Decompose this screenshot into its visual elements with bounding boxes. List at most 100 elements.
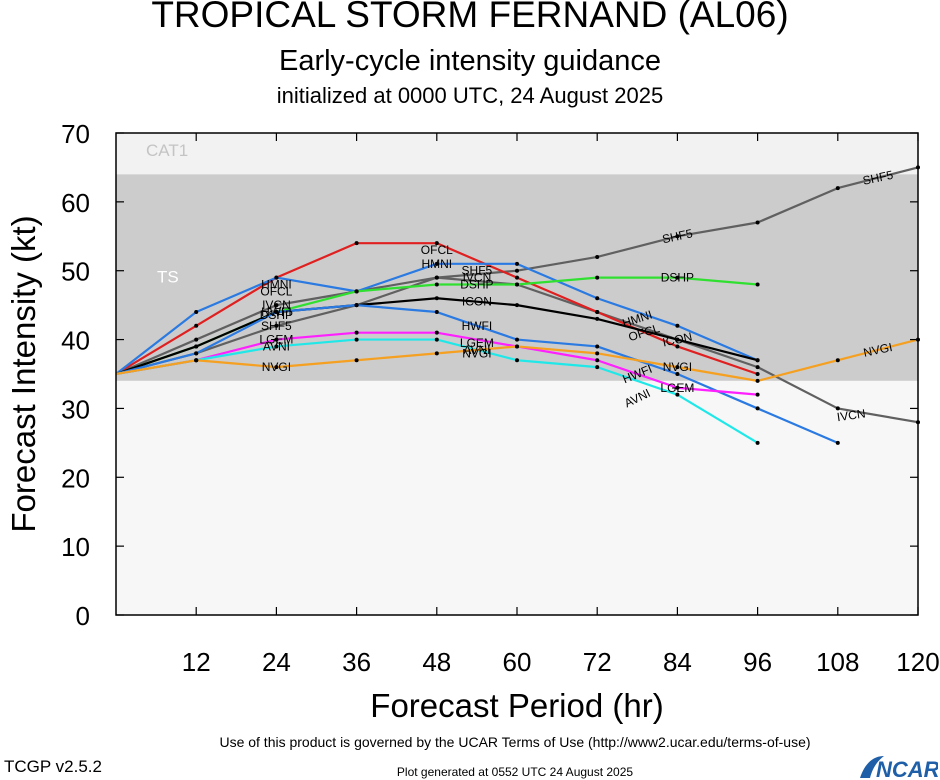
data-point [194,310,199,315]
data-point [755,406,760,411]
model-label: HWFI [261,305,292,319]
x-tick-label: 36 [342,647,371,677]
data-point [274,303,279,308]
data-point [515,261,519,266]
data-point [434,261,439,266]
data-point [755,220,760,225]
y-tick-label: 40 [61,326,90,356]
model-label: IVCN [836,406,866,424]
data-point [835,406,840,411]
model-label: SHF5 [462,264,493,278]
model-label: ICON [462,295,492,309]
model-label: LGEM [660,381,694,395]
data-point [434,310,439,315]
data-point [835,186,840,191]
model-label: SHF5 [261,319,292,333]
x-tick-label: 108 [816,647,859,677]
data-point [595,296,600,301]
data-point [835,440,840,445]
data-point [354,303,359,308]
generated-time: Plot generated at 0552 UTC 24 August 202… [396,765,634,779]
data-point [274,310,279,315]
data-point [274,365,279,370]
data-point [755,392,760,397]
x-tick-label: 12 [182,647,211,677]
x-tick-label: 72 [583,647,612,677]
data-point [755,365,760,370]
data-point [835,358,840,363]
model-label: NVGI [663,360,692,374]
data-point [675,365,680,370]
model-label: DSHP [661,271,694,285]
data-point [515,344,519,349]
ncar-swoosh-icon [860,756,884,778]
band-label: TS [157,267,179,286]
x-tick-label: 84 [663,647,692,677]
data-point [354,337,359,342]
data-point [595,310,600,315]
x-tick-label: 60 [503,647,532,677]
y-tick-label: 10 [61,532,90,562]
data-point [675,337,680,342]
model-label: LGEM [259,333,293,347]
data-point [434,330,439,335]
data-point [595,316,600,321]
data-point [595,344,600,349]
data-point [755,372,760,376]
data-point [755,378,760,383]
data-point [354,358,359,363]
init-time: initialized at 0000 UTC, 24 August 2025 [276,83,664,108]
data-point [755,440,760,445]
data-point [274,337,279,342]
data-point [194,344,199,349]
y-tick-label: 30 [61,394,90,424]
model-label: NVGI [862,340,894,360]
model-label: IVCN [262,298,291,312]
model-label: HWFI [462,319,493,333]
data-point [194,358,199,363]
x-axis-label: Forecast Period (hr) [370,687,663,724]
y-tick-label: 70 [61,119,90,149]
y-tick-label: 20 [61,463,90,493]
x-tick-label: 24 [262,647,291,677]
data-point [434,351,439,356]
model-label: OFCL [421,243,453,257]
model-label: AVNI [463,343,490,357]
x-tick-label: 120 [896,647,939,677]
band-label: CAT1 [146,141,188,160]
x-tick-label: 96 [743,647,772,677]
model-label: SHF5 [861,168,894,188]
model-label: ICON [661,330,693,350]
chart-title: TROPICAL STORM FERNAND (AL06) [151,0,789,35]
y-tick-label: 50 [61,257,90,287]
data-point [755,282,760,287]
x-tick-label: 48 [422,647,451,677]
data-point [515,282,519,287]
data-point [675,344,680,349]
data-point [354,289,359,294]
chart-subtitle: Early-cycle intensity guidance [278,45,661,77]
data-point [675,234,680,239]
model-label: LGEM [460,336,494,350]
model-label: NVGI [262,360,291,374]
data-point [434,275,439,280]
data-point [675,392,680,397]
data-point [595,358,600,363]
model-label: NVGI [462,346,491,360]
model-label: IVCN [463,271,492,285]
data-point [595,275,600,280]
model-label: HMNI [421,257,452,271]
model-label: HMNI [261,277,292,291]
model-label: DSHP [460,277,493,291]
data-point [595,351,600,356]
data-point [675,385,680,390]
data-point [515,358,519,363]
data-point [274,344,279,349]
data-point [595,365,600,370]
model-label: OFCL [260,284,292,298]
version-label: TCGP v2.5.2 [4,757,102,776]
data-point [675,323,680,328]
data-point [434,337,439,342]
model-label: DSHP [260,308,293,322]
